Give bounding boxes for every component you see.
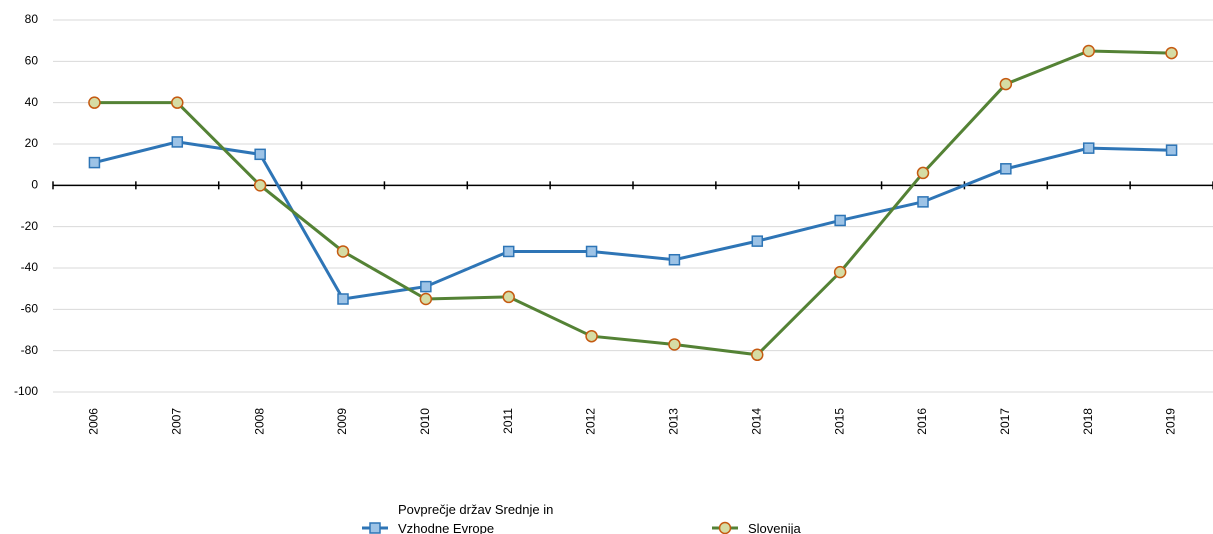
marker [585,329,598,343]
x-tick-label: 2006 [87,408,101,435]
marker [171,96,184,109]
y-tick-label: 20 [25,136,39,150]
series-line [94,140,1172,301]
marker [834,214,846,227]
y-tick-label: 80 [25,12,39,26]
x-tick-label: 2012 [584,408,598,435]
marker [88,156,101,169]
marker [502,290,515,304]
marker [336,245,350,258]
marker [916,166,930,180]
x-tick-label: 2013 [667,408,681,435]
marker [1082,44,1095,58]
x-tick-label: 2015 [832,408,846,435]
y-tick-label: 0 [31,178,38,192]
marker [585,245,598,258]
y-tick-label: -40 [21,260,39,274]
legend-marker [369,522,381,534]
x-tick-label: 2008 [252,408,266,435]
marker [337,293,349,305]
y-tick-label: -80 [21,343,39,357]
marker [668,253,681,266]
x-tick-label: 2019 [1164,408,1178,435]
y-tick-label: -100 [14,384,38,398]
x-tick-label: 2016 [915,408,929,435]
x-tick-label: 2018 [1081,408,1095,435]
marker [502,245,515,258]
marker [1165,144,1178,156]
marker [171,136,184,148]
marker [1000,163,1012,175]
series-line [94,49,1172,357]
marker [751,235,764,247]
legend-label: Slovenija [748,521,801,534]
x-tick-label: 2017 [998,408,1012,435]
marker [833,265,847,279]
x-tick-label: 2011 [501,408,515,434]
marker [917,196,929,208]
legend-marker [718,521,732,534]
x-tick-label: 2009 [335,408,349,435]
y-tick-label: -60 [21,302,39,316]
x-tick-label: 2010 [418,408,432,435]
marker [1165,46,1178,60]
x-tick-label: 2007 [169,408,183,435]
y-tick-label: 60 [25,54,39,68]
marker [668,338,681,351]
marker [999,77,1013,91]
marker [751,348,764,362]
marker [88,96,101,109]
marker [420,280,432,293]
y-tick-label: -20 [21,219,39,233]
legend-label: Povprečje držav Srednje in Vzhodne Evrop… [398,502,554,534]
marker [253,179,267,192]
y-tick-label: 40 [25,95,39,109]
marker [1082,142,1095,154]
marker [254,148,266,161]
marker [419,292,433,306]
x-tick-label: 2014 [749,408,763,435]
